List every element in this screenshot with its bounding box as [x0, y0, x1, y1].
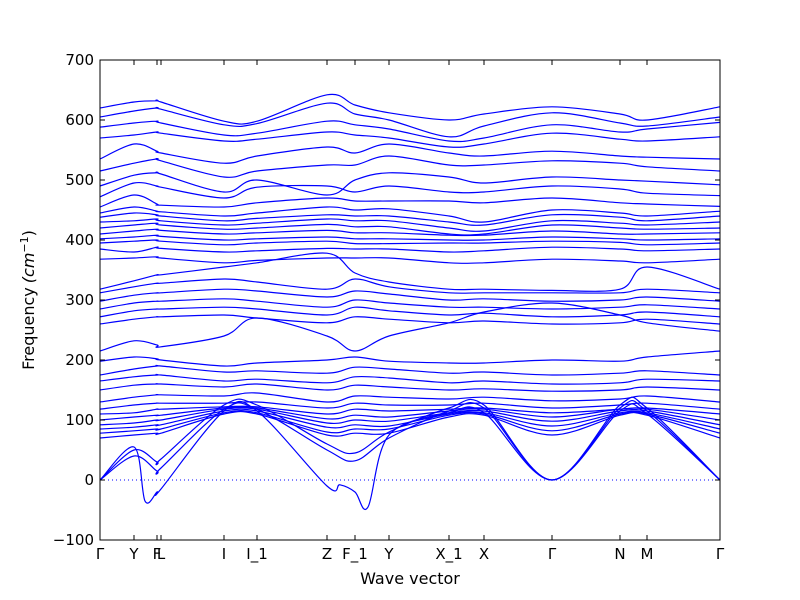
y-tick-label: 0	[84, 471, 94, 489]
band-line	[99, 239, 721, 246]
y-tick-label: 400	[65, 231, 94, 249]
band-line	[99, 350, 721, 367]
band-line	[99, 406, 721, 421]
band-line	[99, 246, 721, 253]
band-line	[99, 410, 721, 439]
x-tick-label: Γ	[716, 545, 725, 563]
band-line	[99, 222, 721, 236]
band-line	[99, 302, 721, 352]
y-axis-ticks: −100 0 100 200 300 400 500 600 700	[53, 51, 720, 549]
band-line	[99, 408, 721, 430]
x-tick-label: F	[153, 545, 162, 563]
band-line	[99, 364, 721, 376]
band-line	[99, 181, 721, 199]
band-line	[99, 143, 721, 164]
band-line	[99, 373, 721, 385]
band-line	[99, 228, 721, 237]
band-line	[99, 401, 721, 410]
y-tick-label: 600	[65, 111, 94, 129]
band-line	[99, 102, 721, 138]
band-line	[99, 383, 721, 392]
x-tick-label: X_1	[435, 545, 462, 564]
band-line	[99, 256, 721, 264]
x-tick-label: Γ	[96, 545, 105, 563]
band-line	[99, 288, 721, 302]
x-axis-ticks: Γ Y FL I I_1 Z F_1 Y X_1 X Γ N M Γ	[96, 60, 725, 564]
band-line	[99, 252, 721, 292]
band-line	[99, 400, 721, 481]
x-tick-label: Y	[383, 545, 394, 563]
y-tick-label: 700	[65, 51, 94, 69]
x-tick-label: Γ	[548, 545, 557, 563]
x-tick-label: X	[479, 545, 489, 563]
band-line	[99, 405, 721, 415]
x-tick-label: Z	[322, 545, 332, 563]
band-line	[99, 400, 721, 510]
band-line	[99, 206, 721, 223]
y-tick-label: 100	[65, 411, 94, 429]
y-tick-label: 300	[65, 291, 94, 309]
x-tick-label: N	[614, 545, 625, 563]
band-line	[99, 407, 721, 426]
band-line	[99, 314, 721, 325]
y-axis-title-text: Frequency	[19, 287, 38, 370]
band-line	[99, 194, 721, 208]
band-line	[99, 234, 721, 241]
band-line	[99, 218, 721, 232]
band-line	[99, 155, 721, 178]
band-line	[99, 396, 721, 481]
band-line	[99, 131, 721, 148]
x-tick-label: F_1	[342, 545, 368, 564]
band-line	[99, 120, 721, 143]
y-axis-unit-close: )	[19, 230, 38, 236]
y-tick-label: 500	[65, 171, 94, 189]
band-line	[99, 93, 721, 125]
y-axis-unit-exponent: −1	[18, 236, 31, 252]
x-tick-label: M	[641, 545, 654, 563]
y-axis-unit: (cm	[19, 253, 38, 284]
x-tick-label: L	[157, 545, 166, 563]
y-axis-title: Frequency (cm−1)	[18, 230, 38, 370]
y-tick-label: −100	[53, 531, 94, 549]
band-line	[99, 392, 721, 403]
band-line	[99, 409, 721, 434]
band-line	[99, 212, 721, 226]
y-tick-label: 200	[65, 351, 94, 369]
x-tick-label: I_1	[246, 545, 267, 564]
band-line	[99, 171, 721, 196]
band-line	[99, 306, 721, 318]
band-line	[99, 298, 721, 310]
x-tick-label: I	[222, 545, 226, 563]
band-lines	[99, 93, 721, 510]
x-axis-title: Wave vector	[360, 569, 460, 588]
band-line	[99, 278, 721, 294]
x-tick-label: Y	[128, 545, 139, 563]
